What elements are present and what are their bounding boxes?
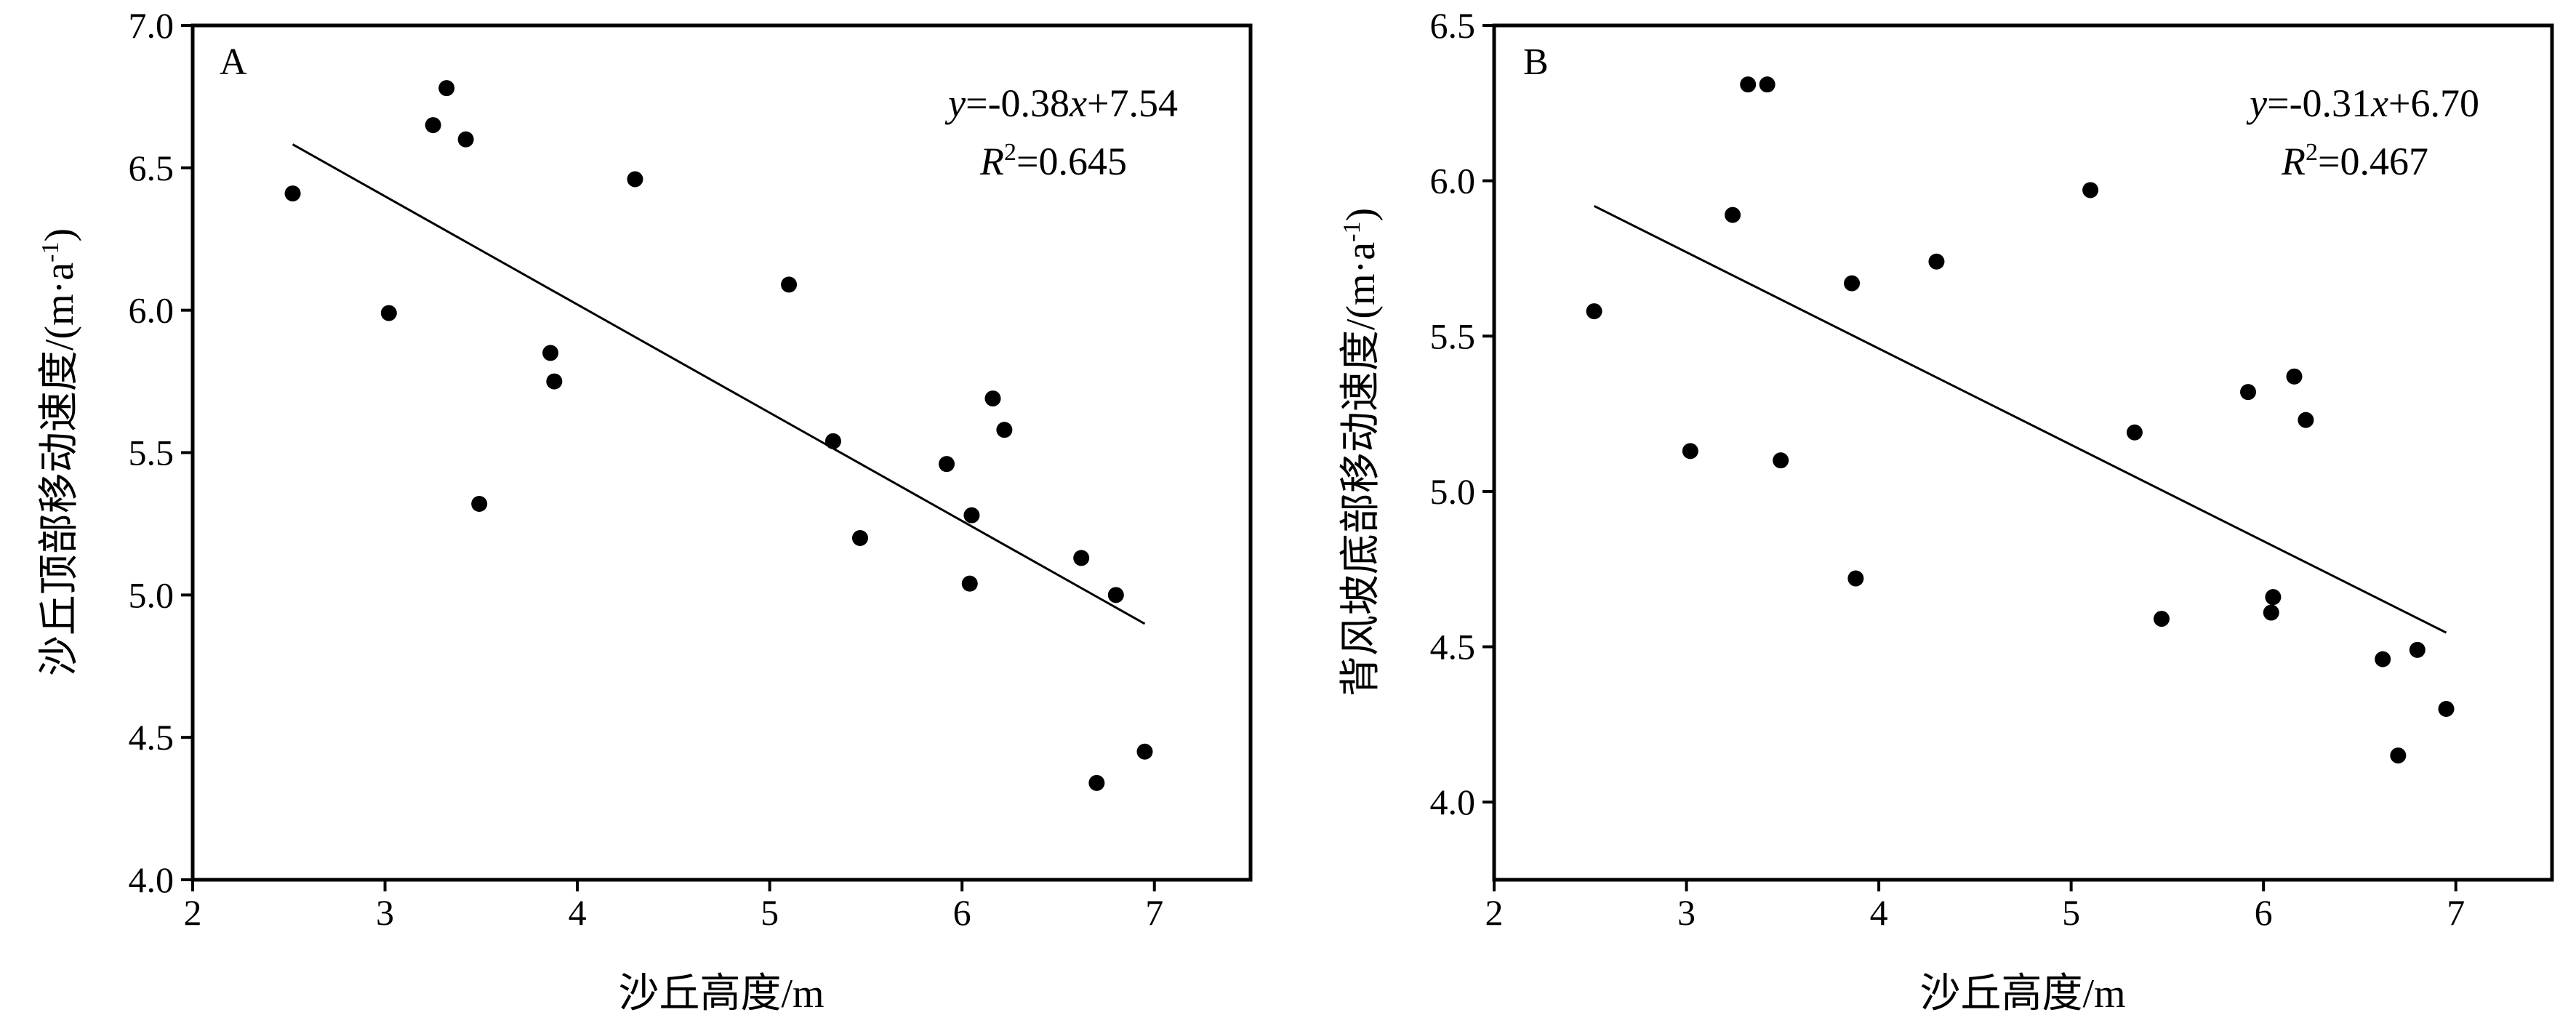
data-point xyxy=(1107,587,1124,603)
y-tick-label: 6.0 xyxy=(129,290,174,331)
scatter-points xyxy=(284,80,1153,791)
data-point xyxy=(2409,641,2425,658)
x-tick-label: 3 xyxy=(1677,892,1696,933)
y-tick-label: 4.5 xyxy=(1430,627,1476,667)
data-point xyxy=(457,131,474,148)
y-axis-title: 背风坡底部移动速度/(m·a-1) xyxy=(1339,208,1384,697)
y-tick-label: 4.0 xyxy=(1430,782,1476,822)
y-tick-label: 4.5 xyxy=(129,717,174,758)
data-point xyxy=(2153,611,2170,627)
y-tick-label: 6.5 xyxy=(129,148,174,188)
data-point xyxy=(2265,589,2282,606)
regression-equation: y=-0.31x+6.70 xyxy=(2246,81,2479,125)
y-tick-label: 7.0 xyxy=(129,5,174,46)
data-point xyxy=(1740,76,1757,93)
regression-line xyxy=(1593,204,2447,634)
data-point xyxy=(2240,384,2257,401)
data-point xyxy=(2390,747,2407,764)
data-point xyxy=(542,345,559,361)
data-point xyxy=(1844,275,1861,292)
data-point xyxy=(2126,424,2143,441)
x-ticks: 2 3 4 5 6 7 xyxy=(1485,880,2465,933)
y-tick-label: 4.0 xyxy=(129,859,174,900)
x-tick-label: 5 xyxy=(2062,892,2080,933)
data-point xyxy=(824,433,841,449)
x-tick-label: 6 xyxy=(2255,892,2273,933)
regression-equation: y=-0.38x+7.54 xyxy=(944,81,1178,125)
y-tick-label: 5.5 xyxy=(129,433,174,473)
data-point xyxy=(380,305,397,321)
data-point xyxy=(1136,743,1153,760)
data-point xyxy=(1847,570,1864,587)
data-point xyxy=(2438,701,2455,717)
scatter-points xyxy=(1586,76,2455,764)
r-squared: R2=0.467 xyxy=(2281,139,2428,183)
x-axis-title: 沙丘高度/m xyxy=(1919,971,2125,1016)
data-point xyxy=(425,117,441,134)
data-point xyxy=(1928,253,1945,270)
data-point xyxy=(963,507,980,523)
x-tick-label: 7 xyxy=(1145,892,1163,933)
panel-b: 2 3 4 5 6 7 4.0 4.5 5.0 5.5 6.0 6.5 B y=-0.31x+6.7… xyxy=(1339,5,2554,1016)
data-point xyxy=(1586,303,1602,320)
x-tick-label: 5 xyxy=(761,892,779,933)
x-ticks: 2 3 4 5 6 7 xyxy=(184,880,1163,933)
data-point xyxy=(984,390,1001,407)
y-tick-label: 5.5 xyxy=(1430,316,1476,356)
data-point xyxy=(2286,368,2303,385)
y-axis-title: 沙丘顶部移动速度/(m·a-1) xyxy=(37,228,82,676)
data-point xyxy=(996,422,1013,438)
y-ticks: 4.0 4.5 5.0 5.5 6.0 6.5 xyxy=(1430,5,1494,822)
y-tick-label: 5.0 xyxy=(1430,471,1476,512)
y-tick-label: 6.5 xyxy=(1430,5,1476,46)
data-point xyxy=(471,496,488,512)
panel-label: B xyxy=(1523,41,1549,83)
data-point xyxy=(939,456,955,473)
data-point xyxy=(438,80,455,97)
plot-frame xyxy=(1492,23,2554,882)
data-point xyxy=(627,171,643,188)
y-ticks: 4.0 4.5 5.0 5.5 6.0 6.5 7.0 xyxy=(129,5,193,900)
data-point xyxy=(2263,604,2279,621)
x-tick-label: 2 xyxy=(1485,892,1504,933)
data-point xyxy=(1759,76,1775,93)
x-tick-label: 7 xyxy=(2447,892,2465,933)
data-point xyxy=(781,276,798,293)
x-tick-label: 6 xyxy=(953,892,971,933)
data-point xyxy=(1773,452,1789,469)
data-point xyxy=(1073,550,1090,566)
panel-a: 2 3 4 5 6 7 4.0 4.5 5.0 5.5 6.0 6.5 7.0 A y=-0.38x+… xyxy=(37,5,1253,1016)
data-point xyxy=(2082,182,2099,198)
regression-line xyxy=(292,143,1146,625)
data-point xyxy=(1682,443,1698,460)
panel-label: A xyxy=(220,41,247,83)
x-tick-label: 4 xyxy=(569,892,587,933)
x-tick-label: 2 xyxy=(184,892,202,933)
y-tick-label: 6.0 xyxy=(1430,161,1476,201)
data-point xyxy=(1725,206,1741,223)
x-axis-title: 沙丘高度/m xyxy=(618,971,824,1016)
data-point xyxy=(961,575,978,592)
data-point xyxy=(1088,774,1105,791)
data-point xyxy=(284,185,301,202)
r-squared: R2=0.645 xyxy=(979,139,1127,183)
data-point xyxy=(546,373,563,390)
y-tick-label: 5.0 xyxy=(129,574,174,615)
x-tick-label: 3 xyxy=(376,892,394,933)
data-point xyxy=(2375,651,2391,667)
data-point xyxy=(851,530,868,546)
data-point xyxy=(2298,412,2314,428)
x-tick-label: 4 xyxy=(1870,892,1888,933)
